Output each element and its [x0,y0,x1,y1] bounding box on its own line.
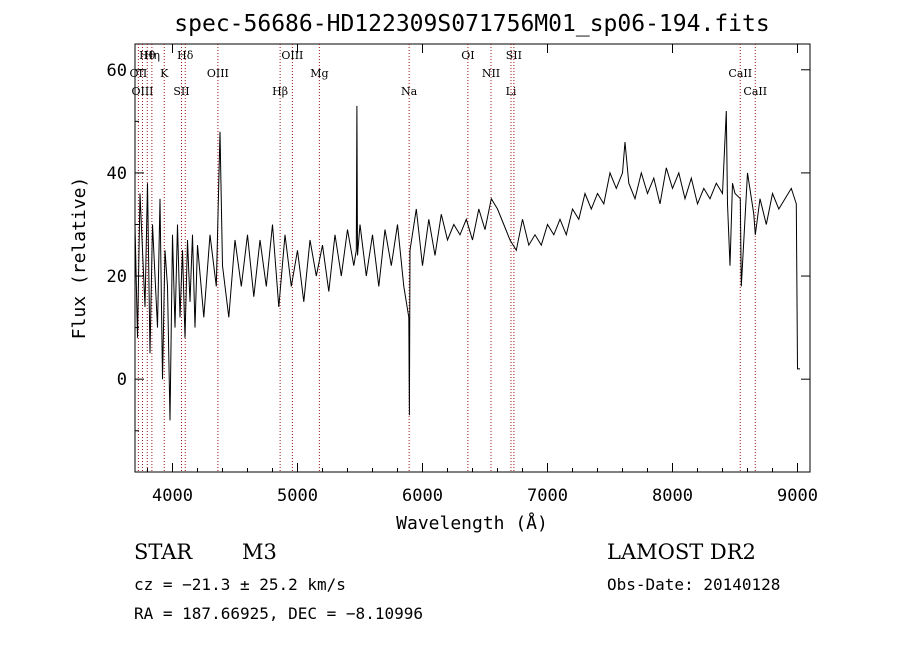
x-tick-label: 9000 [777,486,818,506]
marker-label: CaII [728,67,752,80]
marker-label: NII [482,67,500,80]
line-markers: Hθ OII OIII HηK SII Hδ OIII Hβ OIII Mg Na OI NII Li SI… [130,44,767,472]
marker-label: Li [506,85,517,98]
y-axis-label: Flux (relative) [69,177,90,340]
marker-label: OIII [131,85,153,98]
marker-label: Hδ [177,49,194,62]
y-tick-label: 40 [107,164,127,184]
marker-label: OI [461,49,474,62]
x-tick-label: 7000 [527,486,568,506]
y-tick-label: 60 [107,61,127,81]
marker-label: Hη [144,49,160,62]
ra-dec-coords: RA = 187.66925, DEC = −8.10996 [134,604,423,623]
marker-label: Hθ [139,49,156,62]
x-tick-label: 8000 [652,486,693,506]
marker-label: Hβ [272,85,288,98]
spectral-subclass: M3 [242,540,277,564]
marker-label: SII [173,85,189,98]
survey-name: LAMOST DR2 [607,540,756,564]
obs-date: Obs-Date: 20140128 [607,575,781,594]
spectrum-line [134,105,800,421]
plot-frame [134,43,811,473]
x-axis-label: Wavelength (Å) [396,512,548,534]
x-tick-label: 5000 [277,486,318,506]
marker-label: Mg [310,67,328,80]
y-tick-label: 0 [117,370,127,390]
marker-label: SII [506,49,522,62]
marker-label: OIII [207,67,229,80]
x-tick-label: 4000 [152,486,193,506]
redshift-cz: cz = −21.3 ± 25.2 km/s [134,575,346,594]
marker-label: Na [401,85,418,98]
chart-title: spec-56686-HD122309S071756M01_sp06-194.f… [174,11,769,37]
x-tick-label: 6000 [402,486,443,506]
marker-label: K [160,67,169,80]
marker-label: OII [130,67,148,80]
marker-label: CaII [743,85,767,98]
y-tick-label: 20 [107,267,127,287]
object-type: STAR [134,540,193,564]
axis-ticks: 4000 5000 6000 7000 8000 9000 0 20 40 60 [107,44,818,506]
marker-label: OIII [281,49,303,62]
